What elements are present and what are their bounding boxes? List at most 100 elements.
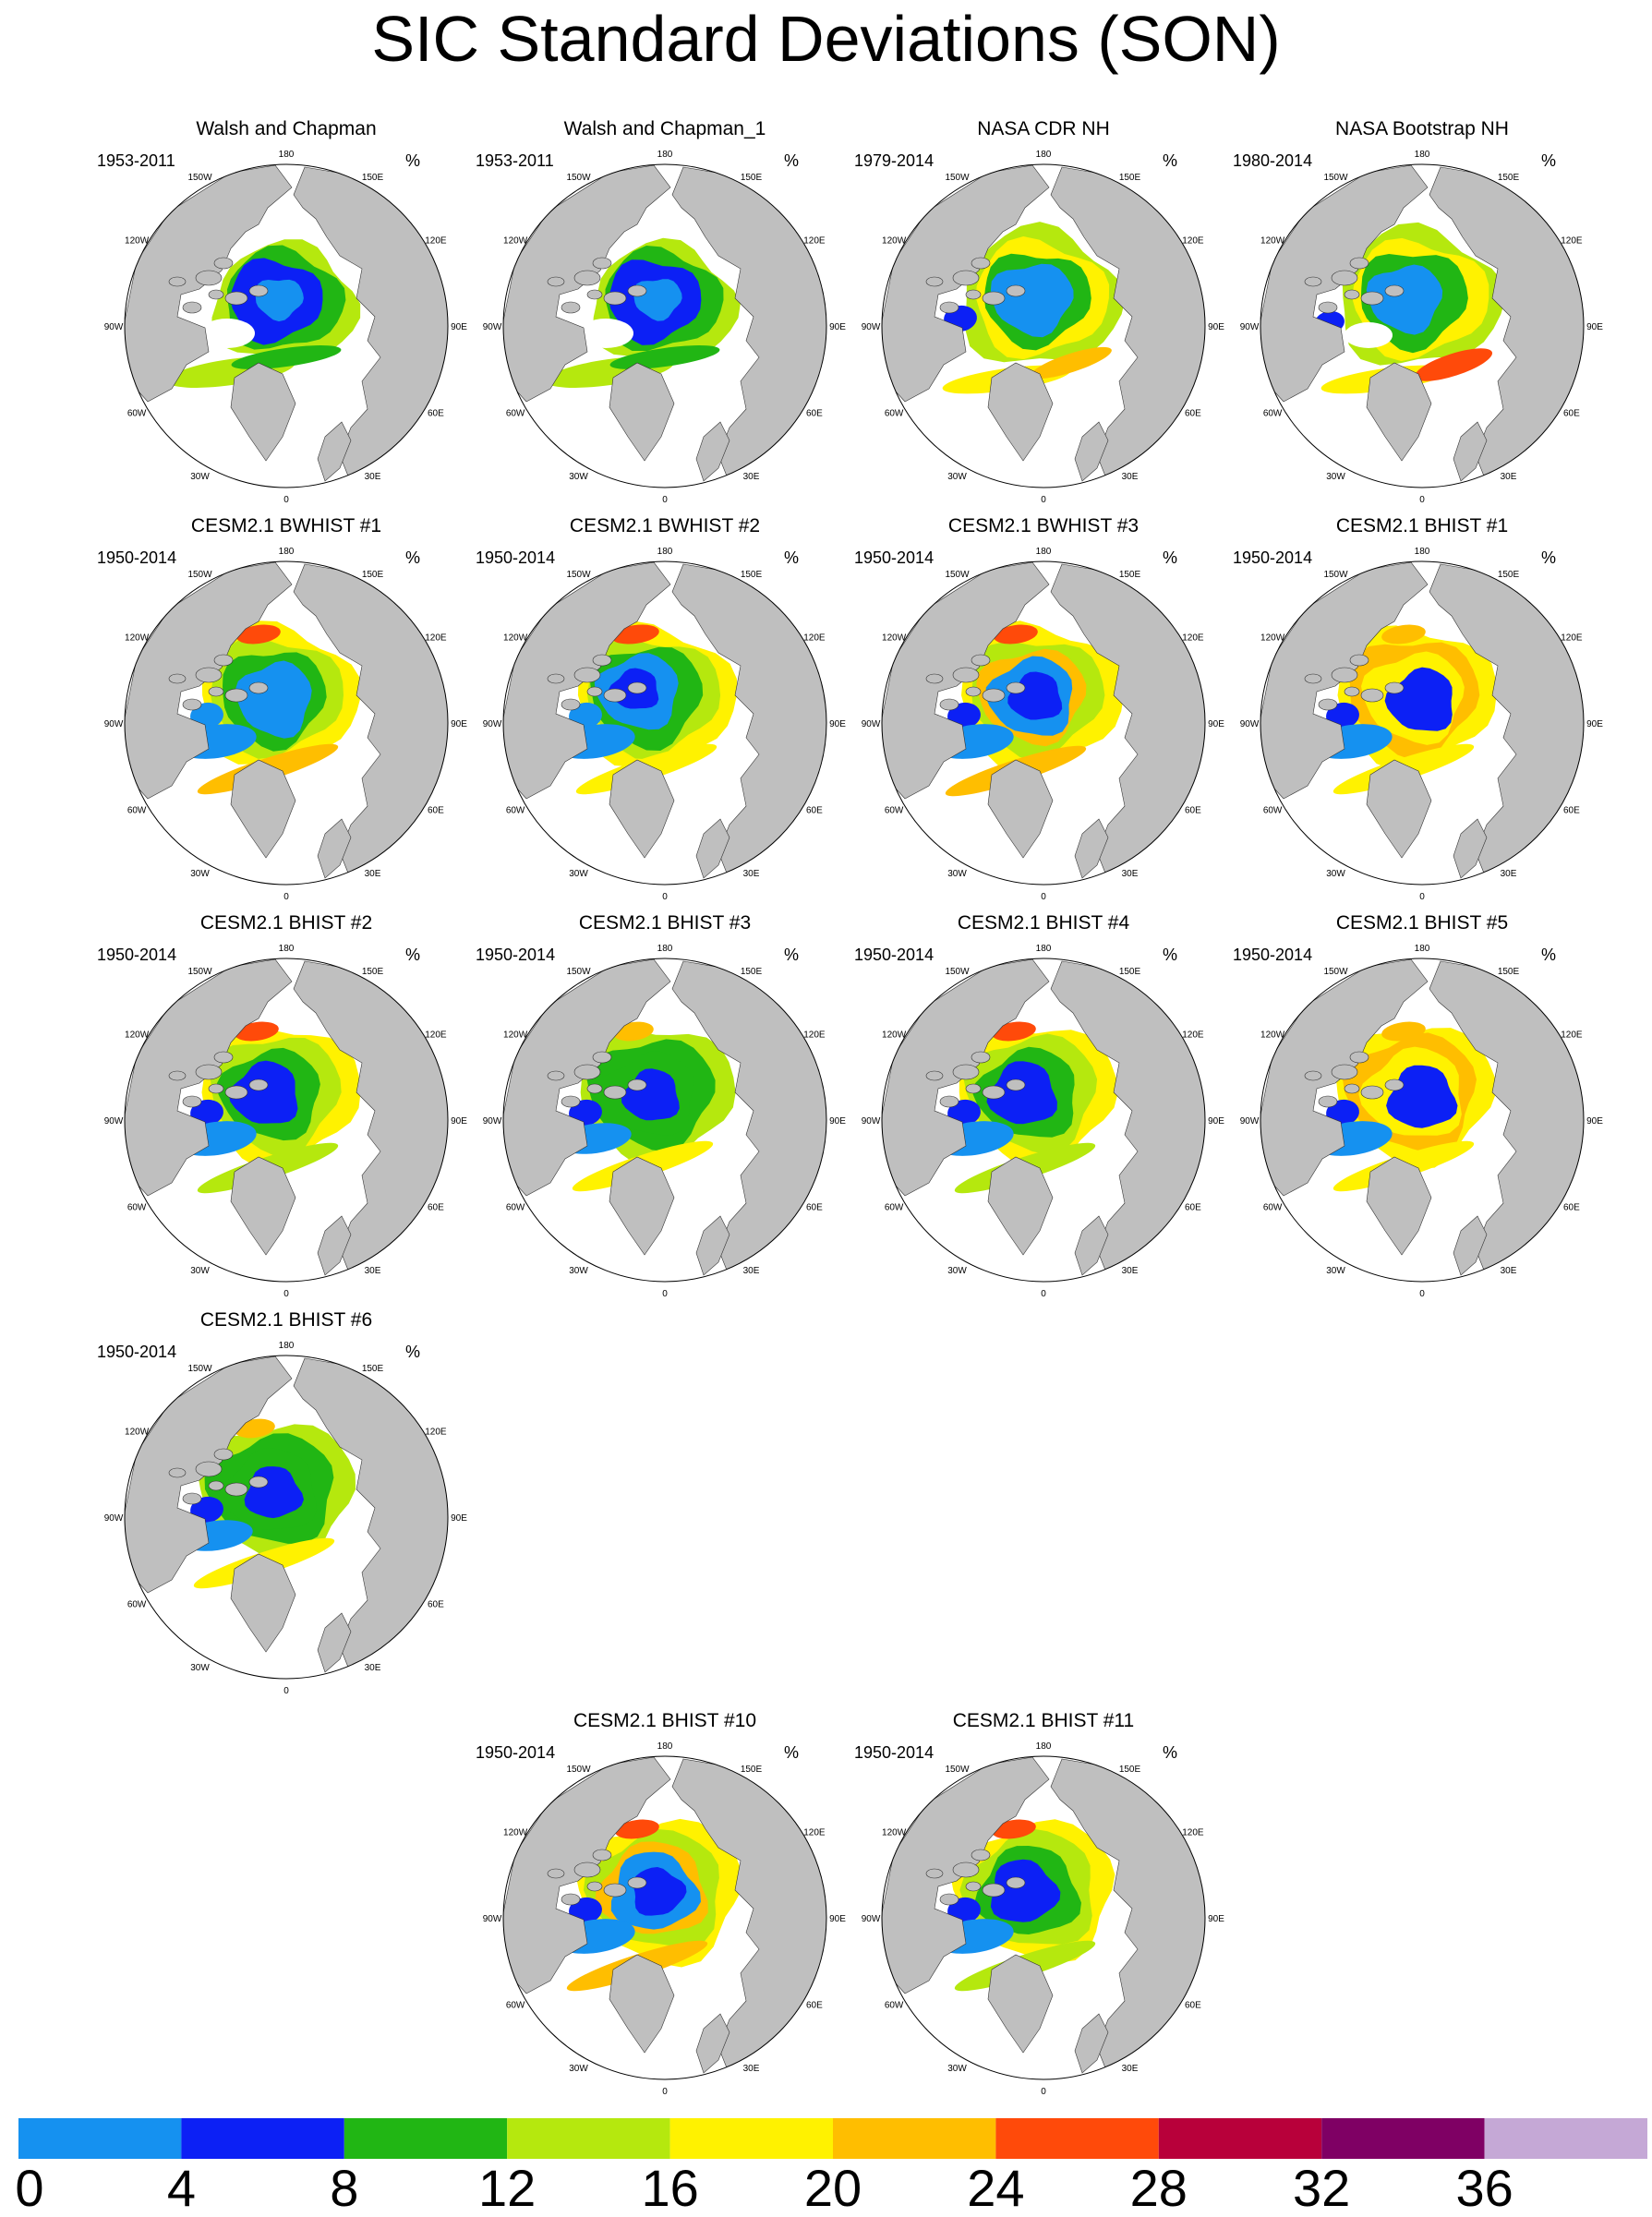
land <box>952 1862 980 1878</box>
longitude-label: 120W <box>503 1828 528 1838</box>
longitude-label: 150W <box>566 1765 591 1775</box>
polar-map: 180 150E 120E 90E 60E 30E 0 30W 60W 90W 120W 150W <box>862 944 1225 1299</box>
panel-years: 1950-2014 <box>97 946 177 964</box>
longitude-label: 120W <box>882 633 907 644</box>
map-panel: CESM2.1 BHIST #2 1950-2014% 180 150E 120E 90E… <box>97 912 476 1309</box>
land <box>987 759 1054 859</box>
longitude-label: 90E <box>1208 1116 1224 1127</box>
land <box>603 1883 627 1898</box>
land <box>1006 681 1026 694</box>
longitude-label: 0 <box>1419 495 1425 505</box>
longitude-label: 150E <box>1498 570 1520 580</box>
land <box>592 1051 612 1064</box>
land <box>1360 1085 1384 1100</box>
longitude-label: 60E <box>1185 806 1201 816</box>
land <box>609 362 675 462</box>
colorbar-tick-label: 12 <box>478 2159 537 2217</box>
map-panel: CESM2.1 BHIST #3 1950-2014% 180 150E 120E 90E… <box>476 912 854 1309</box>
land <box>208 289 224 300</box>
land <box>627 1078 647 1091</box>
longitude-label: 30W <box>190 1663 210 1673</box>
land <box>592 257 612 270</box>
map-boundary <box>502 1755 827 2080</box>
longitude-label: 120W <box>503 236 528 247</box>
longitude-label: 180 <box>279 1341 295 1351</box>
land <box>671 563 826 881</box>
panel-unit: % <box>405 1343 421 1361</box>
land <box>573 270 601 286</box>
sic-contour <box>633 1867 687 1916</box>
longitude-label: 120W <box>503 1030 528 1041</box>
map-boundary <box>881 958 1206 1283</box>
map-panel: CESM2.1 BHIST #5 1950-2014% 180 150E 120E 90E… <box>1233 912 1611 1309</box>
sic-contour <box>992 1819 1036 1839</box>
map-boundary <box>1260 560 1585 886</box>
panel-unit: % <box>1541 946 1557 964</box>
land <box>1366 362 1432 462</box>
panel-years: 1980-2014 <box>1233 151 1313 170</box>
longitude-label: 0 <box>283 892 289 902</box>
longitude-label: 30W <box>569 869 588 879</box>
longitude-label: 150E <box>362 967 384 977</box>
colorbar-swatch <box>181 2118 344 2159</box>
longitude-label: 120W <box>1260 1030 1285 1041</box>
colorbar-tick-label: 28 <box>1129 2159 1188 2217</box>
longitude-label: 30W <box>947 869 967 879</box>
land <box>1318 301 1338 314</box>
panel-title: Walsh and Chapman <box>196 118 377 139</box>
no-data-area <box>1345 322 1393 348</box>
colorbar-tick-label: 0 <box>15 2159 44 2217</box>
land <box>248 681 269 694</box>
colorbar-swatch <box>507 2118 670 2159</box>
map-panel: CESM2.1 BWHIST #3 1950-2014% 180 150E 120E 90… <box>854 515 1233 912</box>
longitude-label: 90W <box>104 719 124 729</box>
land <box>939 301 959 314</box>
longitude-label: 120E <box>803 236 826 247</box>
longitude-label: 90E <box>829 719 846 729</box>
longitude-label: 180 <box>279 944 295 954</box>
longitude-label: 90E <box>1586 322 1603 332</box>
colorbar-swatch <box>1484 2118 1647 2159</box>
land <box>1331 1064 1358 1080</box>
land <box>213 1051 234 1064</box>
land <box>939 1095 959 1108</box>
land <box>987 1954 1054 2054</box>
longitude-label: 60E <box>1563 1203 1580 1213</box>
land <box>965 1083 982 1094</box>
map-boundary <box>124 163 449 488</box>
longitude-label: 60W <box>506 806 525 816</box>
longitude-label: 90E <box>1208 1914 1224 1924</box>
land <box>982 1883 1006 1898</box>
land <box>224 688 248 703</box>
longitude-label: 30E <box>1501 1266 1517 1276</box>
land <box>1344 289 1360 300</box>
land <box>208 686 224 697</box>
land <box>1006 1876 1026 1889</box>
longitude-label: 90E <box>451 322 467 332</box>
land <box>573 1862 601 1878</box>
longitude-label: 30W <box>1326 869 1345 879</box>
map-panel: NASA Bootstrap NH 1980-2014% 180 150E 120E 90… <box>1233 118 1611 515</box>
longitude-label: 120E <box>1182 633 1204 644</box>
land <box>1074 818 1109 879</box>
panel-title: CESM2.1 BHIST #6 <box>199 1309 373 1331</box>
panel-title: Walsh and Chapman_1 <box>563 118 766 139</box>
colorbar-tick-label: 20 <box>803 2159 862 2217</box>
land <box>925 276 944 287</box>
longitude-label: 60W <box>1263 806 1283 816</box>
panel-title: CESM2.1 BHIST #4 <box>957 912 1130 934</box>
land <box>1074 421 1109 482</box>
longitude-label: 0 <box>283 1289 289 1299</box>
land <box>695 818 730 879</box>
panel-title: CESM2.1 BHIST #5 <box>1335 912 1509 934</box>
longitude-label: 60W <box>885 806 904 816</box>
longitude-label: 120E <box>1561 633 1583 644</box>
polar-map: 180 150E 120E 90E 60E 30E 0 30W 60W 90W 120W 150W <box>1240 944 1604 1299</box>
land <box>952 667 980 683</box>
longitude-label: 180 <box>279 547 295 557</box>
longitude-label: 60W <box>127 1203 147 1213</box>
panel-unit: % <box>784 151 800 170</box>
land <box>1304 1070 1322 1081</box>
longitude-label: 60E <box>1563 806 1580 816</box>
land <box>230 362 296 462</box>
